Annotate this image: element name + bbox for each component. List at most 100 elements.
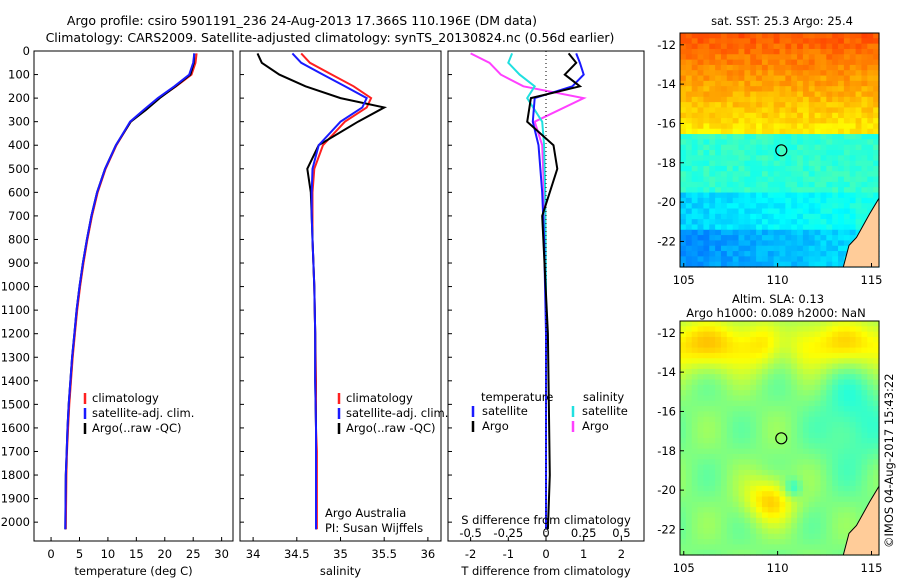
map-cell bbox=[802, 123, 810, 130]
map-cell bbox=[814, 245, 822, 252]
map-cell bbox=[680, 155, 687, 162]
map-cell bbox=[756, 235, 763, 242]
map-cell bbox=[750, 70, 757, 77]
map-cell bbox=[808, 187, 816, 194]
map-cell bbox=[873, 144, 880, 151]
map-cell bbox=[797, 379, 804, 386]
map-cell bbox=[802, 459, 810, 466]
map-cell bbox=[826, 176, 833, 183]
map-cell bbox=[680, 326, 687, 333]
map-cell bbox=[849, 517, 857, 524]
map-cell bbox=[797, 326, 804, 333]
map-cell bbox=[808, 438, 816, 444]
map-cell bbox=[750, 507, 757, 514]
map-cell bbox=[791, 400, 798, 407]
map-cell bbox=[843, 363, 851, 370]
map-cell bbox=[738, 213, 745, 220]
map-cell bbox=[814, 517, 822, 524]
map-cell bbox=[779, 240, 786, 247]
map-cell bbox=[703, 491, 710, 498]
map-cell bbox=[785, 54, 792, 61]
map-cell bbox=[779, 181, 786, 188]
map-cell bbox=[873, 80, 880, 87]
map-cell bbox=[750, 197, 757, 204]
map-cell bbox=[855, 432, 863, 439]
map-cell bbox=[703, 165, 710, 172]
map-cell bbox=[720, 144, 728, 151]
map-cell bbox=[756, 539, 763, 545]
map-cell bbox=[808, 480, 816, 487]
x-tick-label: 36 bbox=[421, 547, 436, 561]
map-cell bbox=[756, 379, 763, 386]
map-cell bbox=[779, 432, 786, 439]
map-cell bbox=[820, 342, 827, 349]
map-cell bbox=[861, 422, 868, 428]
map-cell bbox=[756, 165, 763, 172]
map-cell bbox=[779, 411, 786, 418]
map-cell bbox=[826, 539, 833, 545]
map-cell bbox=[855, 128, 863, 135]
map-cell bbox=[738, 54, 745, 61]
map-cell bbox=[820, 544, 827, 551]
map-cell bbox=[843, 171, 851, 178]
map-cell bbox=[855, 123, 863, 130]
map-cell bbox=[797, 517, 804, 524]
map-cell bbox=[709, 336, 716, 343]
map-cell bbox=[791, 496, 798, 503]
map-cell bbox=[802, 544, 810, 551]
map-cell bbox=[720, 411, 728, 418]
map-cell bbox=[832, 427, 839, 434]
map-cell bbox=[726, 453, 734, 460]
map-cell bbox=[802, 501, 810, 508]
map-cell bbox=[756, 390, 763, 397]
map-cell bbox=[744, 517, 751, 524]
map-cell bbox=[720, 432, 728, 439]
map-cell bbox=[832, 331, 839, 338]
map-cell bbox=[732, 352, 740, 359]
map-cell bbox=[750, 501, 757, 508]
map-cell bbox=[715, 219, 722, 226]
map-cell bbox=[843, 144, 851, 151]
map-cell bbox=[820, 400, 827, 407]
map-cell bbox=[838, 86, 845, 93]
map-cell bbox=[779, 219, 786, 226]
map-cell bbox=[867, 192, 874, 199]
map-cell bbox=[820, 480, 827, 487]
map-cell bbox=[680, 528, 687, 535]
map-cell bbox=[761, 411, 769, 418]
map-cell bbox=[720, 197, 728, 204]
map-cell bbox=[715, 165, 722, 172]
map-cell bbox=[680, 427, 687, 434]
map-cell bbox=[756, 118, 763, 125]
map-cell bbox=[797, 192, 804, 199]
map-cell bbox=[738, 118, 745, 125]
map-cell bbox=[855, 96, 863, 103]
map-cell bbox=[685, 491, 693, 498]
map-cell bbox=[685, 523, 693, 530]
map-cell bbox=[855, 213, 863, 220]
map-cell bbox=[773, 459, 781, 466]
map-cell bbox=[785, 422, 792, 428]
map-cell bbox=[791, 171, 798, 178]
map-cell bbox=[709, 75, 716, 82]
map-cell bbox=[785, 406, 792, 413]
map-cell bbox=[767, 176, 775, 183]
map-cell bbox=[720, 539, 728, 545]
map-cell bbox=[797, 411, 804, 418]
map-cell bbox=[861, 192, 868, 199]
map-cell bbox=[867, 358, 874, 365]
map-cell bbox=[779, 336, 786, 343]
map-cell bbox=[814, 464, 822, 471]
map-cell bbox=[715, 208, 722, 215]
map-cell bbox=[873, 107, 880, 114]
map-cell bbox=[691, 261, 699, 268]
map-cell bbox=[826, 43, 833, 50]
map-cell bbox=[715, 43, 722, 50]
map-cell bbox=[732, 326, 740, 333]
map-cell bbox=[680, 544, 687, 551]
map-cell bbox=[785, 75, 792, 82]
map-cell bbox=[773, 224, 781, 231]
map-cell bbox=[709, 379, 716, 386]
map-cell bbox=[715, 38, 722, 45]
